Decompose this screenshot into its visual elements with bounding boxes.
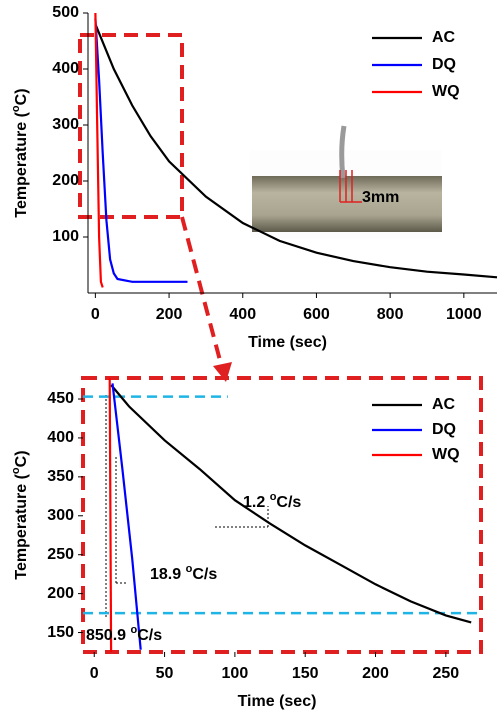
x-tick-label: 100 (222, 665, 249, 682)
text-part: C/s (137, 627, 162, 644)
text-part: C) (13, 450, 30, 467)
text-part: 18.9 (150, 566, 186, 583)
y-tick-label: 450 (47, 390, 74, 407)
series-line (108, 377, 113, 653)
slope-guide (105, 395, 269, 617)
text-part: C) (13, 88, 30, 105)
text-part: C/s (192, 566, 217, 583)
text-part: 1.2 (243, 494, 270, 511)
superscript: o (186, 563, 193, 575)
annotation: 18.9 oC/s (150, 563, 217, 583)
x-tick-label: 0 (91, 306, 100, 323)
y-tick-label: 300 (47, 507, 74, 524)
y-tick-label: 200 (47, 585, 74, 602)
x-tick-label: 800 (377, 306, 404, 323)
legend-label: WQ (432, 83, 460, 100)
y-tick-label: 400 (52, 60, 79, 77)
x-axis-label: Time (sec) (248, 334, 327, 351)
y-axis-label: Temperature (oC) (10, 450, 30, 579)
y-tick-label: 350 (47, 468, 74, 485)
x-tick-label: 0 (90, 665, 99, 682)
y-tick-label: 200 (52, 172, 79, 189)
text-part: 850.9 (86, 627, 130, 644)
x-tick-label: 600 (303, 306, 330, 323)
legend-label: AC (432, 396, 456, 413)
superscript: o (10, 105, 22, 112)
zoom-frame (81, 376, 483, 654)
x-tick-label: 250 (432, 665, 459, 682)
x-axis-label: Time (sec) (238, 693, 317, 710)
text-part: Temperature ( (13, 473, 30, 579)
legend-label: WQ (432, 446, 460, 463)
text-part: C/s (276, 494, 301, 511)
series-line (94, 23, 498, 279)
specimen-photo (250, 125, 442, 238)
text-part: Temperature ( (13, 111, 30, 217)
series-line (111, 383, 142, 650)
y-tick-label: 300 (52, 116, 79, 133)
annotation: 1.2 oC/s (243, 491, 301, 511)
x-tick-label: 50 (156, 665, 174, 682)
x-tick-label: 200 (156, 306, 183, 323)
annotation: 850.9 oC/s (86, 624, 162, 644)
x-tick-label: 200 (362, 665, 389, 682)
y-axis-label: Temperature (oC) (10, 88, 30, 217)
y-tick-label: 400 (47, 429, 74, 446)
series-line (94, 12, 104, 288)
series-line (94, 18, 188, 283)
y-tick-label: 150 (47, 624, 74, 641)
x-tick-label: 400 (229, 306, 256, 323)
legend-label: AC (432, 29, 456, 46)
series-line (110, 384, 472, 624)
annotation: 3mm (362, 189, 399, 206)
x-tick-label: 1000 (446, 306, 482, 323)
superscript: o (10, 467, 22, 474)
y-tick-label: 100 (52, 228, 79, 245)
superscript: o (270, 491, 277, 503)
y-tick-label: 250 (47, 546, 74, 563)
legend-label: DQ (432, 56, 456, 73)
y-tick-label: 500 (52, 4, 79, 21)
zoom-box (78, 33, 184, 219)
x-tick-label: 150 (292, 665, 319, 682)
superscript: o (130, 624, 137, 636)
legend-label: DQ (432, 421, 456, 438)
